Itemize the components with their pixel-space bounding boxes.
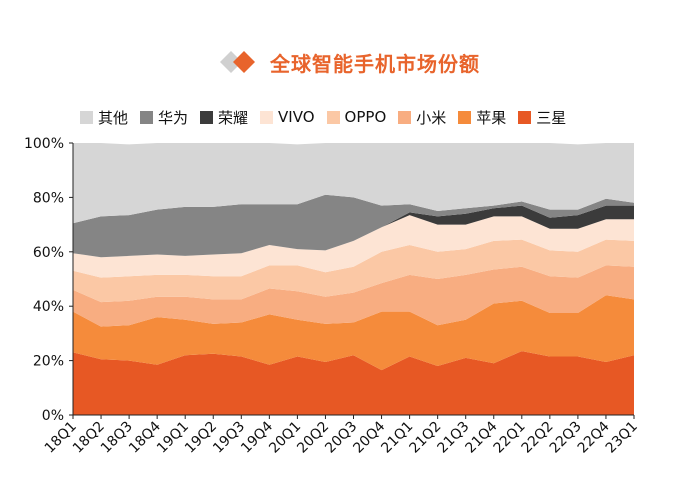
legend-label: 荣耀 [218, 108, 249, 127]
area-series-华为 [73, 194, 634, 258]
area-series-苹果 [73, 295, 634, 371]
y-tick-label: 0% [42, 408, 64, 424]
legend-swatch [398, 110, 412, 124]
legend-item: 其他 [80, 107, 128, 128]
legend-label: 其他 [98, 108, 129, 127]
legend-label: OPPO [344, 108, 387, 126]
legend-label: 三星 [536, 108, 567, 127]
legend-item: VIVO [260, 108, 315, 126]
x-tick-label: 23Q1 [603, 419, 641, 457]
legend-item: 苹果 [458, 107, 506, 128]
legend-item: 小米 [398, 107, 446, 128]
y-tick-label: 60% [33, 245, 64, 261]
y-tick-label: 80% [33, 190, 64, 206]
legend-label: 华为 [158, 108, 189, 127]
legend-swatch [458, 110, 472, 124]
area-series-VIVO [73, 215, 634, 278]
area-series-OPPO [73, 239, 634, 303]
legend-swatch [80, 110, 93, 124]
diamond-icon [220, 51, 255, 73]
legend-swatch [260, 110, 274, 124]
legend-item: 荣耀 [200, 107, 248, 128]
y-tick-label: 100% [24, 136, 64, 152]
y-tick-label: 40% [33, 299, 64, 315]
legend-item: 华为 [140, 107, 188, 128]
area-series-小米 [73, 265, 634, 327]
chart-legend: 其他 华为 荣耀 VIVO OPPO 小米 苹果 三星 [80, 106, 566, 128]
legend-swatch [326, 110, 340, 124]
legend-swatch [140, 110, 154, 124]
y-tick-label: 20% [33, 354, 64, 370]
legend-item: OPPO [326, 108, 387, 126]
legend-item: 三星 [518, 107, 566, 128]
legend-swatch [518, 110, 532, 124]
legend-label: VIVO [278, 108, 315, 126]
legend-swatch [200, 110, 214, 124]
legend-label: 小米 [416, 108, 447, 127]
chart-title-row: 全球智能手机市场份额 [0, 46, 700, 78]
legend-label: 苹果 [476, 108, 507, 127]
chart-title: 全球智能手机市场份额 [270, 51, 480, 76]
area-series-三星 [73, 351, 634, 415]
diamond-right [233, 51, 255, 73]
area-series-其他 [73, 143, 634, 224]
diamond-left [220, 51, 242, 73]
